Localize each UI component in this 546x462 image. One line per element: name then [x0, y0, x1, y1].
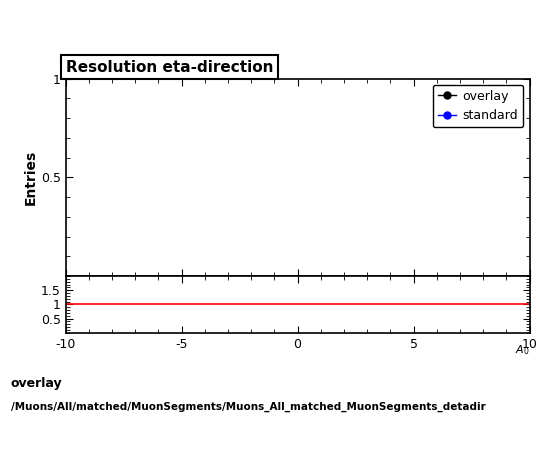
- Text: /Muons/All/matched/MuonSegments/Muons_All_matched_MuonSegments_detadir: /Muons/All/matched/MuonSegments/Muons_Al…: [11, 402, 486, 412]
- Text: Resolution eta-direction: Resolution eta-direction: [66, 60, 273, 74]
- Legend: overlay, standard: overlay, standard: [433, 85, 524, 127]
- Y-axis label: Entries: Entries: [24, 150, 38, 205]
- Text: overlay: overlay: [11, 377, 63, 389]
- Text: $A_{0}$: $A_{0}$: [515, 343, 530, 357]
